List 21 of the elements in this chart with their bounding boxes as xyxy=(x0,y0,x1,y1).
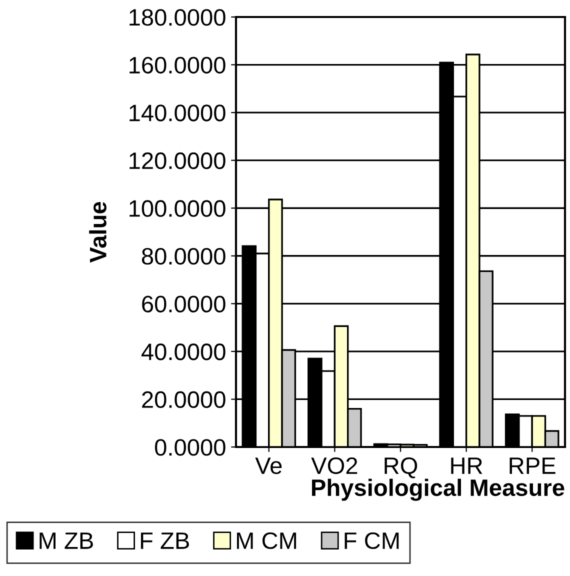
legend-label: F ZB xyxy=(140,532,189,549)
y-tick-label: 40.0000 xyxy=(141,344,226,360)
y-tick-label: 120.0000 xyxy=(130,152,226,170)
x-tick-label: Ve xyxy=(255,458,282,474)
x-tick-label: VO2 xyxy=(311,457,358,474)
y-axis-title: Value xyxy=(89,202,106,263)
y-tick-label: 160.0000 xyxy=(130,56,226,74)
y-tick-label: 80.0000 xyxy=(142,248,226,265)
y-tick-label: 60.0000 xyxy=(142,296,226,312)
y-tick-label: 140.0000 xyxy=(130,104,226,122)
legend-label: F CM xyxy=(344,532,399,550)
y-tick-label: 100.0000 xyxy=(130,200,226,217)
legend-label: M CM xyxy=(236,532,296,550)
y-tick-label: 180.0000 xyxy=(130,9,226,26)
x-tick-label: HR xyxy=(451,458,482,474)
y-tick-label: 0.0000 xyxy=(154,439,226,456)
y-tick-label: 20.0000 xyxy=(142,391,226,408)
legend-label: M ZB xyxy=(40,532,93,549)
x-tick-label: RPE xyxy=(510,458,556,474)
x-axis-title: Physiological Measure xyxy=(312,478,564,501)
x-tick-label: RQ xyxy=(384,457,418,478)
